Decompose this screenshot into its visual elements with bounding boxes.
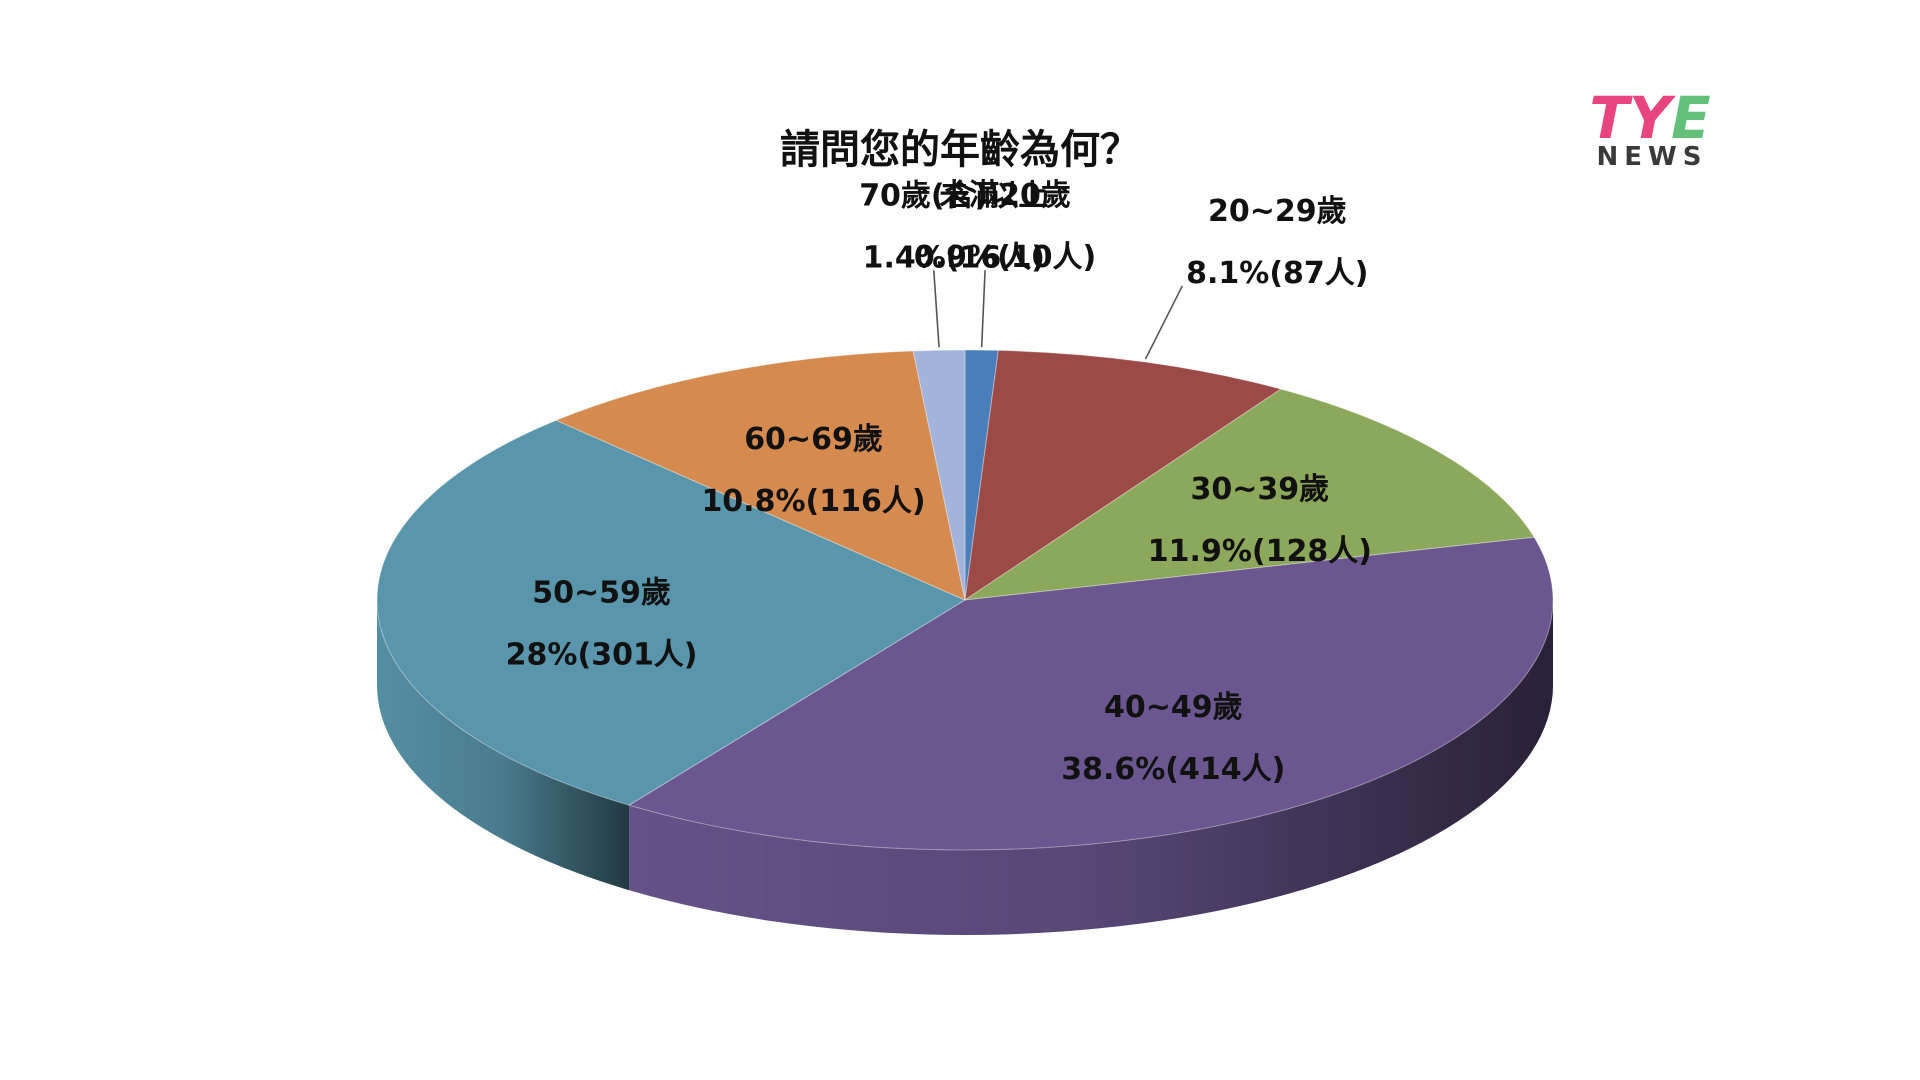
- pie-slice-20-to-29-1: [964, 349, 1283, 602]
- leader-line-20-0: [980, 270, 986, 348]
- pie-slice-70-6: [912, 349, 966, 601]
- slice-category-label-70-6: 70歲(含)以上: [859, 178, 1048, 213]
- pie-side-wall: [377, 600, 1553, 935]
- tye-news-logo: TYE NEWS: [1589, 84, 1710, 172]
- slice-value-label-30-to-39-2: 11.9%(128人): [1148, 534, 1372, 569]
- slice-category-label-20-to-29-1: 20~29歲: [1208, 194, 1347, 229]
- slice-category-label-40-to-49-3: 40~49歲: [1104, 690, 1243, 725]
- slice-category-label-20-0: 未滿20歲: [939, 178, 1071, 213]
- slice-value-label-40-to-49-3: 38.6%(414人): [1061, 752, 1285, 787]
- leader-line-70-6: [932, 270, 940, 348]
- pie-top-face: [376, 349, 1554, 851]
- pie-side-shade-40-to-49-3: [629, 600, 1553, 935]
- slice-value-label-60-to-69-5: 10.8%(116人): [701, 484, 925, 519]
- logo-wordmark: TYE: [1589, 84, 1710, 152]
- slice-category-label-60-to-69-5: 60~69歲: [744, 422, 883, 457]
- pie-slice-60-to-69-5: [554, 350, 966, 601]
- slice-value-label-70-6: 1.4%(16人): [863, 240, 1045, 275]
- pie-side-shade-50-to-59-4: [377, 600, 630, 891]
- slice-category-label-30-to-39-2: 30~39歲: [1191, 472, 1330, 507]
- pie-slice-30-to-39-2: [964, 388, 1536, 601]
- slice-value-label-20-0: 0.9%(10人): [914, 240, 1096, 275]
- slice-category-label-50-to-59-4: 50~59歲: [532, 575, 671, 610]
- pie-slice-40-to-49-3: [627, 536, 1554, 851]
- chart-title: 請問您的年齡為何？: [780, 127, 1140, 173]
- leader-lines: [932, 270, 1184, 360]
- leader-line-20-to-29-1: [1144, 285, 1184, 360]
- slice-value-label-50-to-59-4: 28%(301人): [506, 637, 698, 672]
- slice-labels: 未滿20歲 0.9%(10人) 20~29歲 8.1%(87人) 30~39歲 11.9%…: [506, 178, 1372, 787]
- slice-value-label-20-to-29-1: 8.1%(87人): [1186, 256, 1368, 291]
- logo-news: NEWS: [1597, 142, 1708, 172]
- pie-slice-50-to-59-4: [376, 419, 967, 806]
- pie-slice-20-0: [964, 349, 999, 601]
